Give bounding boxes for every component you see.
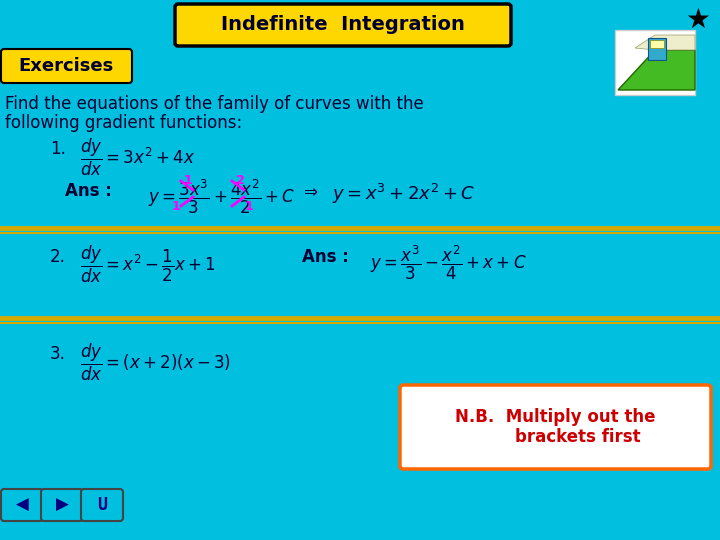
Text: 1.: 1. <box>50 140 66 158</box>
Text: $\dfrac{dy}{dx} = 3x^2 + 4x$: $\dfrac{dy}{dx} = 3x^2 + 4x$ <box>80 137 195 178</box>
Text: $y = \dfrac{3x^3}{3} + \dfrac{4x^2}{2} + C$: $y = \dfrac{3x^3}{3} + \dfrac{4x^2}{2} +… <box>148 178 295 217</box>
Text: $y = x^3 + 2x^2 + C$: $y = x^3 + 2x^2 + C$ <box>332 182 475 206</box>
Text: $\mathbf{1}$: $\mathbf{1}$ <box>171 200 181 213</box>
Text: following gradient functions:: following gradient functions: <box>5 114 242 132</box>
Text: ◀: ◀ <box>16 496 28 514</box>
Text: $\mathbf{1}$: $\mathbf{1}$ <box>183 174 193 187</box>
Text: $\Rightarrow$: $\Rightarrow$ <box>300 182 318 200</box>
Text: U: U <box>97 496 107 514</box>
FancyBboxPatch shape <box>1 489 43 521</box>
Text: $\mathbf{2}$: $\mathbf{2}$ <box>235 174 245 187</box>
Bar <box>615 30 695 95</box>
FancyBboxPatch shape <box>400 385 711 469</box>
Bar <box>650 40 664 48</box>
Text: Find the equations of the family of curves with the: Find the equations of the family of curv… <box>5 95 424 113</box>
Polygon shape <box>618 50 695 90</box>
FancyBboxPatch shape <box>175 4 511 46</box>
Text: $\mathbf{1}$: $\mathbf{1}$ <box>244 200 254 213</box>
Text: ★: ★ <box>685 6 711 34</box>
Text: Ans :: Ans : <box>65 182 112 200</box>
Text: N.B.  Multiply out the
        brackets first: N.B. Multiply out the brackets first <box>455 408 655 447</box>
Text: $\dfrac{dy}{dx} = x^2 - \dfrac{1}{2}x + 1$: $\dfrac{dy}{dx} = x^2 - \dfrac{1}{2}x + … <box>80 244 216 285</box>
Text: Ans :: Ans : <box>302 248 349 266</box>
FancyBboxPatch shape <box>81 489 123 521</box>
FancyBboxPatch shape <box>41 489 83 521</box>
Text: $y = \dfrac{x^3}{3} - \dfrac{x^2}{4} + x + C$: $y = \dfrac{x^3}{3} - \dfrac{x^2}{4} + x… <box>370 244 526 282</box>
Text: Indefinite  Integration: Indefinite Integration <box>221 16 465 35</box>
Text: $\dfrac{dy}{dx} = (x+2)(x-3)$: $\dfrac{dy}{dx} = (x+2)(x-3)$ <box>80 342 231 383</box>
Polygon shape <box>635 35 695 50</box>
Text: 2.: 2. <box>50 248 66 266</box>
Text: ▶: ▶ <box>55 496 68 514</box>
Text: Exercises: Exercises <box>19 57 114 75</box>
Bar <box>648 38 666 60</box>
FancyBboxPatch shape <box>1 49 132 83</box>
Text: 3.: 3. <box>50 345 66 363</box>
